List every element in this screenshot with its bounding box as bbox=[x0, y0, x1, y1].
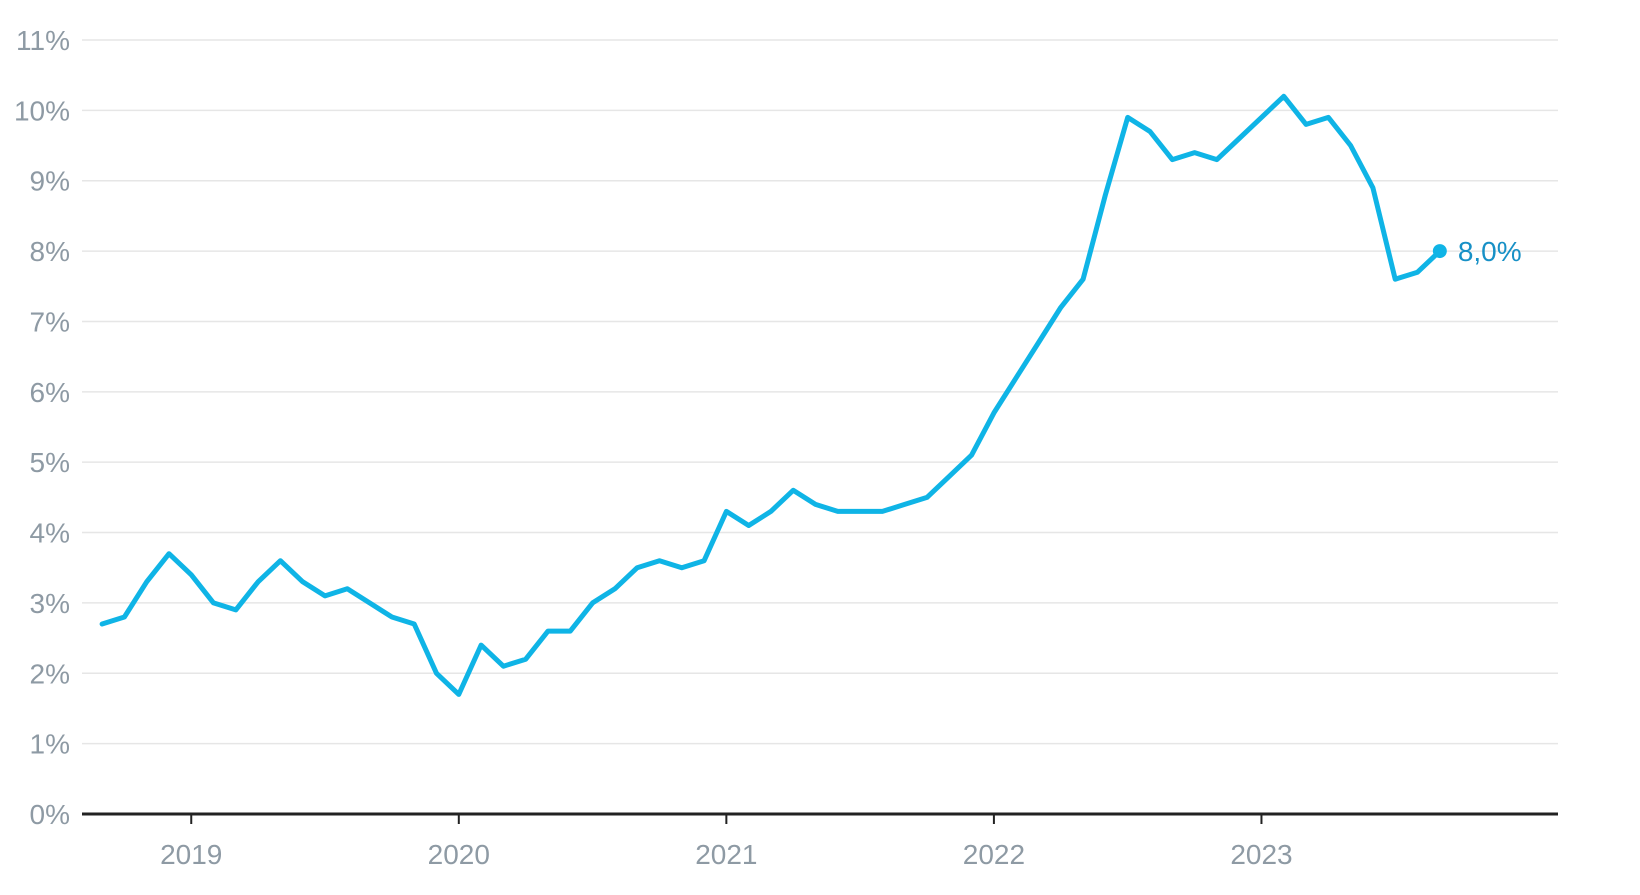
y-tick-label: 8% bbox=[30, 236, 70, 267]
x-tick-label: 2020 bbox=[428, 839, 490, 870]
series-line bbox=[99, 93, 1443, 697]
y-tick-label: 10% bbox=[14, 95, 70, 126]
y-tick-label: 11% bbox=[16, 25, 70, 56]
end-value-label: 8,0% bbox=[1458, 236, 1522, 267]
x-tick-label: 2022 bbox=[963, 839, 1025, 870]
y-axis-tick-labels: 0% 1% 2% 3% 4% 5% 6% 7% 8% 9% 10% 11% bbox=[14, 25, 70, 830]
x-tick-label: 2021 bbox=[695, 839, 757, 870]
x-tick-label: 2019 bbox=[160, 839, 222, 870]
y-tick-label: 9% bbox=[30, 166, 70, 197]
y-tick-label: 0% bbox=[30, 799, 70, 830]
y-tick-label: 7% bbox=[30, 306, 70, 337]
y-tick-label: 4% bbox=[30, 518, 70, 549]
y-tick-label: 5% bbox=[30, 447, 70, 478]
series-end-point bbox=[1432, 244, 1447, 259]
y-tick-label: 6% bbox=[30, 377, 70, 408]
series-points bbox=[101, 96, 1447, 695]
x-axis-ticks: 2019 2020 2021 2022 2023 bbox=[160, 814, 1293, 870]
y-tick-label: 3% bbox=[30, 588, 70, 619]
x-tick-label: 2023 bbox=[1230, 839, 1292, 870]
gridlines bbox=[82, 39, 1558, 745]
y-tick-label: 1% bbox=[30, 729, 70, 760]
y-tick-label: 2% bbox=[30, 658, 70, 689]
